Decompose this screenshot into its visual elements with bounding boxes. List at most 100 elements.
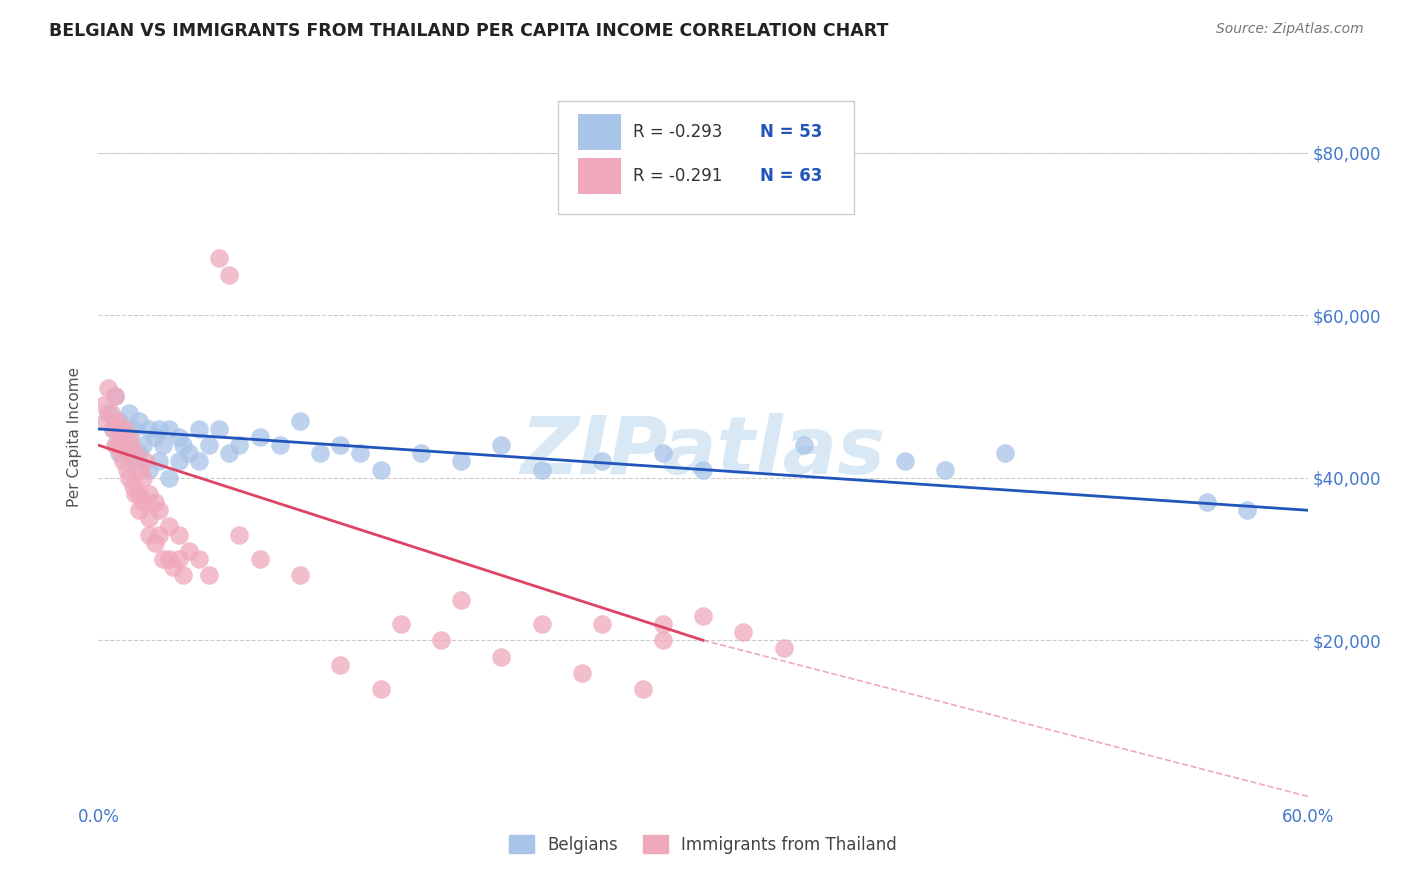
Point xyxy=(132,438,155,452)
Point xyxy=(733,625,755,640)
Point xyxy=(101,422,124,436)
Point xyxy=(132,495,155,509)
Point xyxy=(651,617,673,632)
Point xyxy=(114,438,136,452)
Point xyxy=(167,552,190,566)
Point xyxy=(138,527,160,541)
Point xyxy=(128,487,150,501)
Point xyxy=(157,471,180,485)
Point xyxy=(692,462,714,476)
Text: R = -0.293: R = -0.293 xyxy=(633,123,723,141)
Point xyxy=(100,406,122,420)
Point xyxy=(179,544,201,558)
Point xyxy=(228,438,250,452)
Text: R = -0.291: R = -0.291 xyxy=(633,167,723,185)
Point xyxy=(349,446,371,460)
Point xyxy=(143,495,166,509)
Point xyxy=(134,454,156,468)
Point xyxy=(103,389,125,403)
Point xyxy=(148,454,170,468)
Text: Source: ZipAtlas.com: Source: ZipAtlas.com xyxy=(1216,22,1364,37)
Point xyxy=(370,462,392,476)
Point xyxy=(107,422,129,436)
Point xyxy=(208,422,231,436)
Text: BELGIAN VS IMMIGRANTS FROM THAILAND PER CAPITA INCOME CORRELATION CHART: BELGIAN VS IMMIGRANTS FROM THAILAND PER … xyxy=(49,22,889,40)
Point xyxy=(309,446,332,460)
Point xyxy=(143,430,166,444)
FancyBboxPatch shape xyxy=(558,101,855,214)
Point xyxy=(152,438,174,452)
Point xyxy=(114,422,136,436)
Point xyxy=(121,422,143,436)
Point xyxy=(128,462,150,476)
Point xyxy=(651,446,673,460)
Point xyxy=(105,414,128,428)
Point xyxy=(148,527,170,541)
Point xyxy=(188,454,211,468)
Point xyxy=(389,617,412,632)
Point xyxy=(450,592,472,607)
Point xyxy=(692,608,714,623)
Point xyxy=(994,446,1017,460)
Point xyxy=(110,446,132,460)
Point xyxy=(288,568,311,582)
Text: ZIPatlas: ZIPatlas xyxy=(520,413,886,491)
Point xyxy=(218,268,240,282)
Bar xyxy=(578,114,621,151)
Point xyxy=(893,454,915,468)
Point xyxy=(111,422,134,436)
Point xyxy=(138,462,160,476)
Point xyxy=(491,438,513,452)
Point xyxy=(138,422,160,436)
Point xyxy=(118,471,141,485)
Point xyxy=(124,487,146,501)
Point xyxy=(1236,503,1258,517)
Point xyxy=(172,438,194,452)
Point xyxy=(143,535,166,549)
Point xyxy=(157,422,180,436)
Point xyxy=(138,487,160,501)
Point xyxy=(107,414,129,428)
Point xyxy=(188,422,211,436)
Point xyxy=(329,657,352,672)
Point xyxy=(188,552,211,566)
Point xyxy=(162,560,184,574)
Y-axis label: Per Capita Income: Per Capita Income xyxy=(67,367,83,508)
Point xyxy=(115,462,138,476)
Point xyxy=(772,641,794,656)
Point xyxy=(228,527,250,541)
Point xyxy=(111,454,134,468)
Point xyxy=(208,252,231,266)
Point xyxy=(288,414,311,428)
Point xyxy=(530,462,553,476)
Point xyxy=(96,414,118,428)
Point xyxy=(651,633,673,648)
Point xyxy=(269,438,291,452)
Point xyxy=(120,438,142,452)
Text: N = 63: N = 63 xyxy=(759,167,823,185)
Point xyxy=(591,617,613,632)
Point xyxy=(128,446,150,460)
Point xyxy=(450,454,472,468)
Point xyxy=(631,681,654,696)
Point xyxy=(218,446,240,460)
Point xyxy=(128,503,150,517)
Point xyxy=(329,438,352,452)
Point xyxy=(101,422,124,436)
Point xyxy=(409,446,432,460)
Point xyxy=(167,527,190,541)
Point xyxy=(124,446,146,460)
Point xyxy=(152,552,174,566)
Point xyxy=(157,552,180,566)
Point xyxy=(103,438,125,452)
Point xyxy=(107,446,129,460)
Bar xyxy=(578,158,621,194)
Point xyxy=(97,406,120,420)
Point xyxy=(148,503,170,517)
Point xyxy=(172,568,194,582)
Point xyxy=(198,438,221,452)
Point xyxy=(132,471,155,485)
Point xyxy=(118,446,141,460)
Point xyxy=(118,406,141,420)
Legend: Belgians, Immigrants from Thailand: Belgians, Immigrants from Thailand xyxy=(502,829,904,860)
